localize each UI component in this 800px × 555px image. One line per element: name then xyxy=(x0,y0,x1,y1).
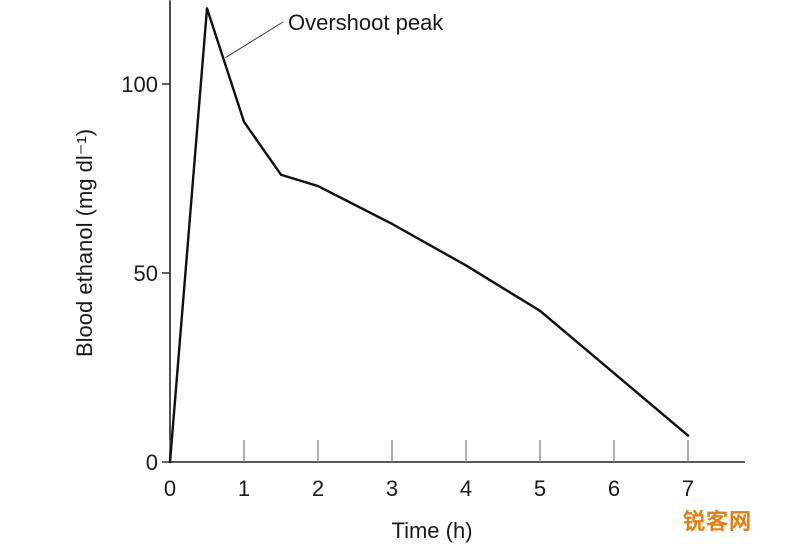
data-point xyxy=(390,222,394,226)
x-tick-label: 4 xyxy=(460,476,472,501)
data-point xyxy=(538,309,542,312)
series-line xyxy=(168,7,690,464)
watermark-logo: 锐客网 xyxy=(682,510,752,535)
y-tick-label: 0 xyxy=(146,450,158,475)
x-tick-label: 7 xyxy=(682,476,694,501)
data-point xyxy=(205,7,209,10)
x-tick-label: 6 xyxy=(608,476,620,501)
x-tick-label: 3 xyxy=(386,476,398,501)
x-tick-label: 5 xyxy=(534,476,546,501)
x-axis-label: Time (h) xyxy=(391,518,472,543)
data-point xyxy=(279,173,283,176)
annotation-label: Overshoot peak xyxy=(288,10,444,35)
y-tick-label: 100 xyxy=(121,72,158,97)
x-tick-label: 0 xyxy=(164,476,176,501)
data-point xyxy=(464,264,468,267)
annotation-leader-line xyxy=(225,21,284,58)
x-tick-label: 1 xyxy=(238,476,250,501)
data-point xyxy=(242,120,246,124)
data-point xyxy=(316,184,320,188)
data-point xyxy=(168,460,172,464)
x-tick-label: 2 xyxy=(312,476,324,501)
y-axis-label: Blood ethanol (mg dl⁻¹) xyxy=(72,129,97,357)
data-point xyxy=(686,434,690,437)
y-tick-label: 50 xyxy=(134,261,158,286)
